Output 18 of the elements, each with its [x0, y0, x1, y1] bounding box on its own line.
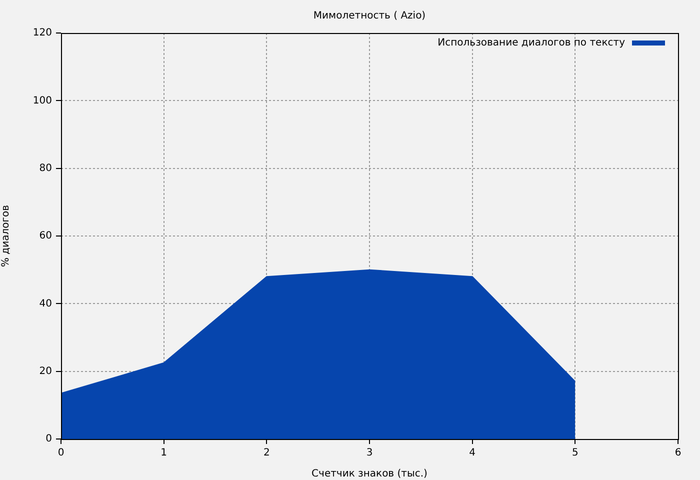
x-tick-label: 6 [674, 448, 682, 459]
x-tick-label: 3 [366, 448, 373, 459]
x-tick-label: 5 [572, 448, 578, 459]
y-tick-label: 100 [32, 95, 52, 106]
x-tick-label: 0 [58, 448, 64, 459]
y-axis-title: % диалогов [0, 204, 12, 267]
y-tick-label: 0 [46, 434, 52, 445]
chart-title: Мимолетность ( Azio) [313, 10, 426, 22]
x-axis-title: Счетчик знаков (тыс.) [312, 468, 428, 480]
y-tick-label: 80 [39, 162, 52, 174]
legend-label: Использование диалогов по тексту [438, 38, 626, 49]
y-tick-label: 120 [32, 28, 52, 39]
y-tick-label: 60 [39, 230, 52, 242]
x-tick-label: 1 [160, 448, 168, 459]
x-tick-label: 2 [263, 448, 270, 459]
y-tick-label: 20 [39, 366, 52, 377]
y-tick-label: 40 [39, 298, 52, 310]
x-tick-label: 4 [469, 448, 476, 459]
